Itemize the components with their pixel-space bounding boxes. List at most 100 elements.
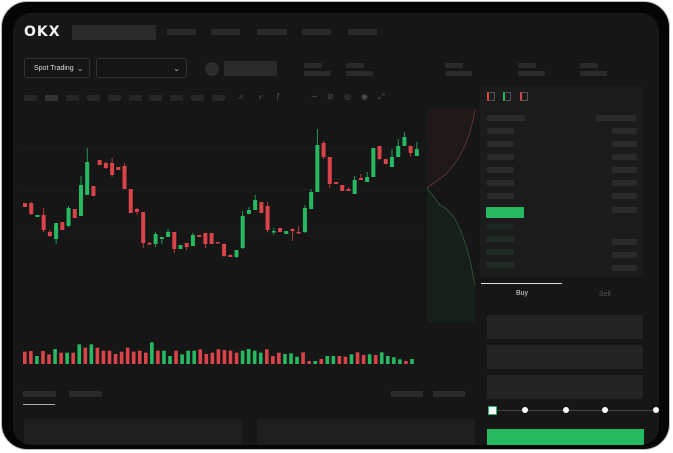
slider-stop-100[interactable] bbox=[653, 407, 659, 413]
fx-icon[interactable]: ƒ bbox=[276, 92, 281, 101]
nav-item-5[interactable] bbox=[348, 29, 377, 35]
interval-3[interactable] bbox=[66, 95, 79, 101]
candle-body[interactable] bbox=[321, 143, 326, 157]
candle-body[interactable] bbox=[240, 216, 245, 248]
ask-row-price[interactable] bbox=[487, 154, 514, 160]
candle-body[interactable] bbox=[253, 200, 258, 210]
interval-5[interactable] bbox=[108, 95, 121, 101]
slider-stop-50[interactable] bbox=[563, 407, 569, 413]
okx-logo[interactable]: OKX bbox=[24, 24, 61, 40]
candle-body[interactable] bbox=[203, 233, 208, 244]
candle-body[interactable] bbox=[340, 185, 345, 191]
ask-row-price[interactable] bbox=[487, 180, 514, 186]
candle-body[interactable] bbox=[91, 186, 96, 196]
interval-10[interactable] bbox=[212, 95, 225, 101]
ask-row-price[interactable] bbox=[487, 193, 514, 199]
candle-body[interactable] bbox=[159, 237, 164, 239]
tab-buy[interactable]: Buy bbox=[516, 290, 529, 297]
candle-body[interactable] bbox=[47, 232, 52, 236]
candle-body[interactable] bbox=[352, 180, 357, 194]
candle-body[interactable] bbox=[103, 163, 108, 168]
bid-row-price[interactable] bbox=[486, 236, 514, 242]
candle-body[interactable] bbox=[284, 231, 289, 234]
candle-body[interactable] bbox=[166, 232, 171, 237]
candle-body[interactable] bbox=[110, 163, 115, 175]
candle-body[interactable] bbox=[246, 210, 251, 214]
line-tool-icon[interactable]: ∼ bbox=[311, 92, 318, 101]
camera-icon[interactable]: ◎ bbox=[344, 92, 351, 101]
interval-7[interactable] bbox=[149, 95, 162, 101]
candle-body[interactable] bbox=[72, 209, 77, 218]
candle-body[interactable] bbox=[215, 242, 220, 244]
orderbook-both-icon[interactable] bbox=[487, 92, 495, 101]
candle-body[interactable] bbox=[66, 208, 71, 226]
bid-row-amount[interactable] bbox=[612, 252, 637, 258]
candle-body[interactable] bbox=[97, 160, 102, 165]
bid-row-price[interactable] bbox=[486, 249, 514, 255]
orderbook-bids-icon[interactable] bbox=[503, 92, 511, 101]
candle-body[interactable] bbox=[228, 255, 233, 257]
nav-item-4[interactable] bbox=[302, 29, 331, 35]
candle-body[interactable] bbox=[334, 182, 338, 184]
nav-item-3[interactable] bbox=[257, 29, 287, 35]
orderbook-asks-icon[interactable] bbox=[520, 92, 528, 101]
candle-body[interactable] bbox=[389, 157, 394, 167]
candle-body[interactable] bbox=[222, 244, 227, 256]
candle-body[interactable] bbox=[327, 157, 332, 184]
candle-body[interactable] bbox=[383, 159, 388, 164]
interval-8[interactable] bbox=[170, 95, 183, 101]
ask-row-amount[interactable] bbox=[612, 141, 637, 147]
amount-input[interactable] bbox=[487, 345, 643, 369]
ask-row-price[interactable] bbox=[487, 128, 514, 134]
candle-body[interactable] bbox=[54, 223, 59, 239]
candle-body[interactable] bbox=[414, 149, 419, 156]
candle-body[interactable] bbox=[408, 146, 413, 153]
fullscreen-icon[interactable]: ⤢ bbox=[378, 92, 385, 101]
chart-type-icon[interactable]: ⩘ bbox=[238, 92, 243, 101]
candle-body[interactable] bbox=[78, 185, 83, 216]
tab-sell[interactable]: Sell bbox=[599, 291, 611, 298]
candle-body[interactable] bbox=[116, 167, 121, 170]
candle-body[interactable] bbox=[234, 250, 239, 257]
settings-icon[interactable]: ◉ bbox=[361, 92, 368, 101]
candle-body[interactable] bbox=[128, 189, 133, 213]
pair-select[interactable]: ⌄ bbox=[96, 58, 187, 78]
candle-body[interactable] bbox=[184, 243, 189, 247]
candle-body[interactable] bbox=[41, 215, 46, 230]
bid-row-price[interactable] bbox=[486, 262, 514, 268]
candle-body[interactable] bbox=[172, 232, 177, 249]
candle-body[interactable] bbox=[371, 148, 376, 177]
nav-item-2[interactable] bbox=[211, 29, 240, 35]
ask-row-price[interactable] bbox=[487, 167, 514, 173]
candle-body[interactable] bbox=[296, 232, 301, 234]
candle-body[interactable] bbox=[309, 192, 314, 209]
ask-row-amount[interactable] bbox=[612, 167, 637, 173]
bottom-action-2[interactable] bbox=[433, 391, 465, 397]
bottom-tab-orders[interactable] bbox=[23, 391, 56, 397]
candle-body[interactable] bbox=[346, 189, 351, 191]
candle-body[interactable] bbox=[134, 209, 139, 212]
interval-2[interactable] bbox=[45, 95, 58, 101]
candle-body[interactable] bbox=[197, 235, 202, 237]
nav-item-1[interactable] bbox=[167, 29, 196, 35]
slider-stop-25[interactable] bbox=[522, 407, 528, 413]
ask-row-amount[interactable] bbox=[612, 193, 637, 199]
bid-row-price[interactable] bbox=[486, 224, 514, 230]
candle-body[interactable] bbox=[396, 146, 401, 157]
ruler-icon[interactable]: ⊘ bbox=[327, 92, 334, 101]
ask-row-amount[interactable] bbox=[612, 128, 637, 134]
candle-body[interactable] bbox=[122, 166, 127, 189]
slider-stop-75[interactable] bbox=[602, 407, 608, 413]
candle-body[interactable] bbox=[402, 137, 407, 146]
candle-body[interactable] bbox=[153, 234, 158, 244]
bottom-action-1[interactable] bbox=[391, 391, 423, 397]
price-input[interactable] bbox=[487, 315, 643, 339]
ask-row-amount[interactable] bbox=[612, 207, 637, 213]
search-bar-placeholder[interactable] bbox=[72, 25, 156, 40]
candle-body[interactable] bbox=[147, 243, 152, 245]
interval-6[interactable] bbox=[129, 95, 142, 101]
slider-handle[interactable] bbox=[488, 406, 497, 415]
candle-body[interactable] bbox=[302, 208, 307, 232]
candle-body[interactable] bbox=[290, 229, 295, 231]
